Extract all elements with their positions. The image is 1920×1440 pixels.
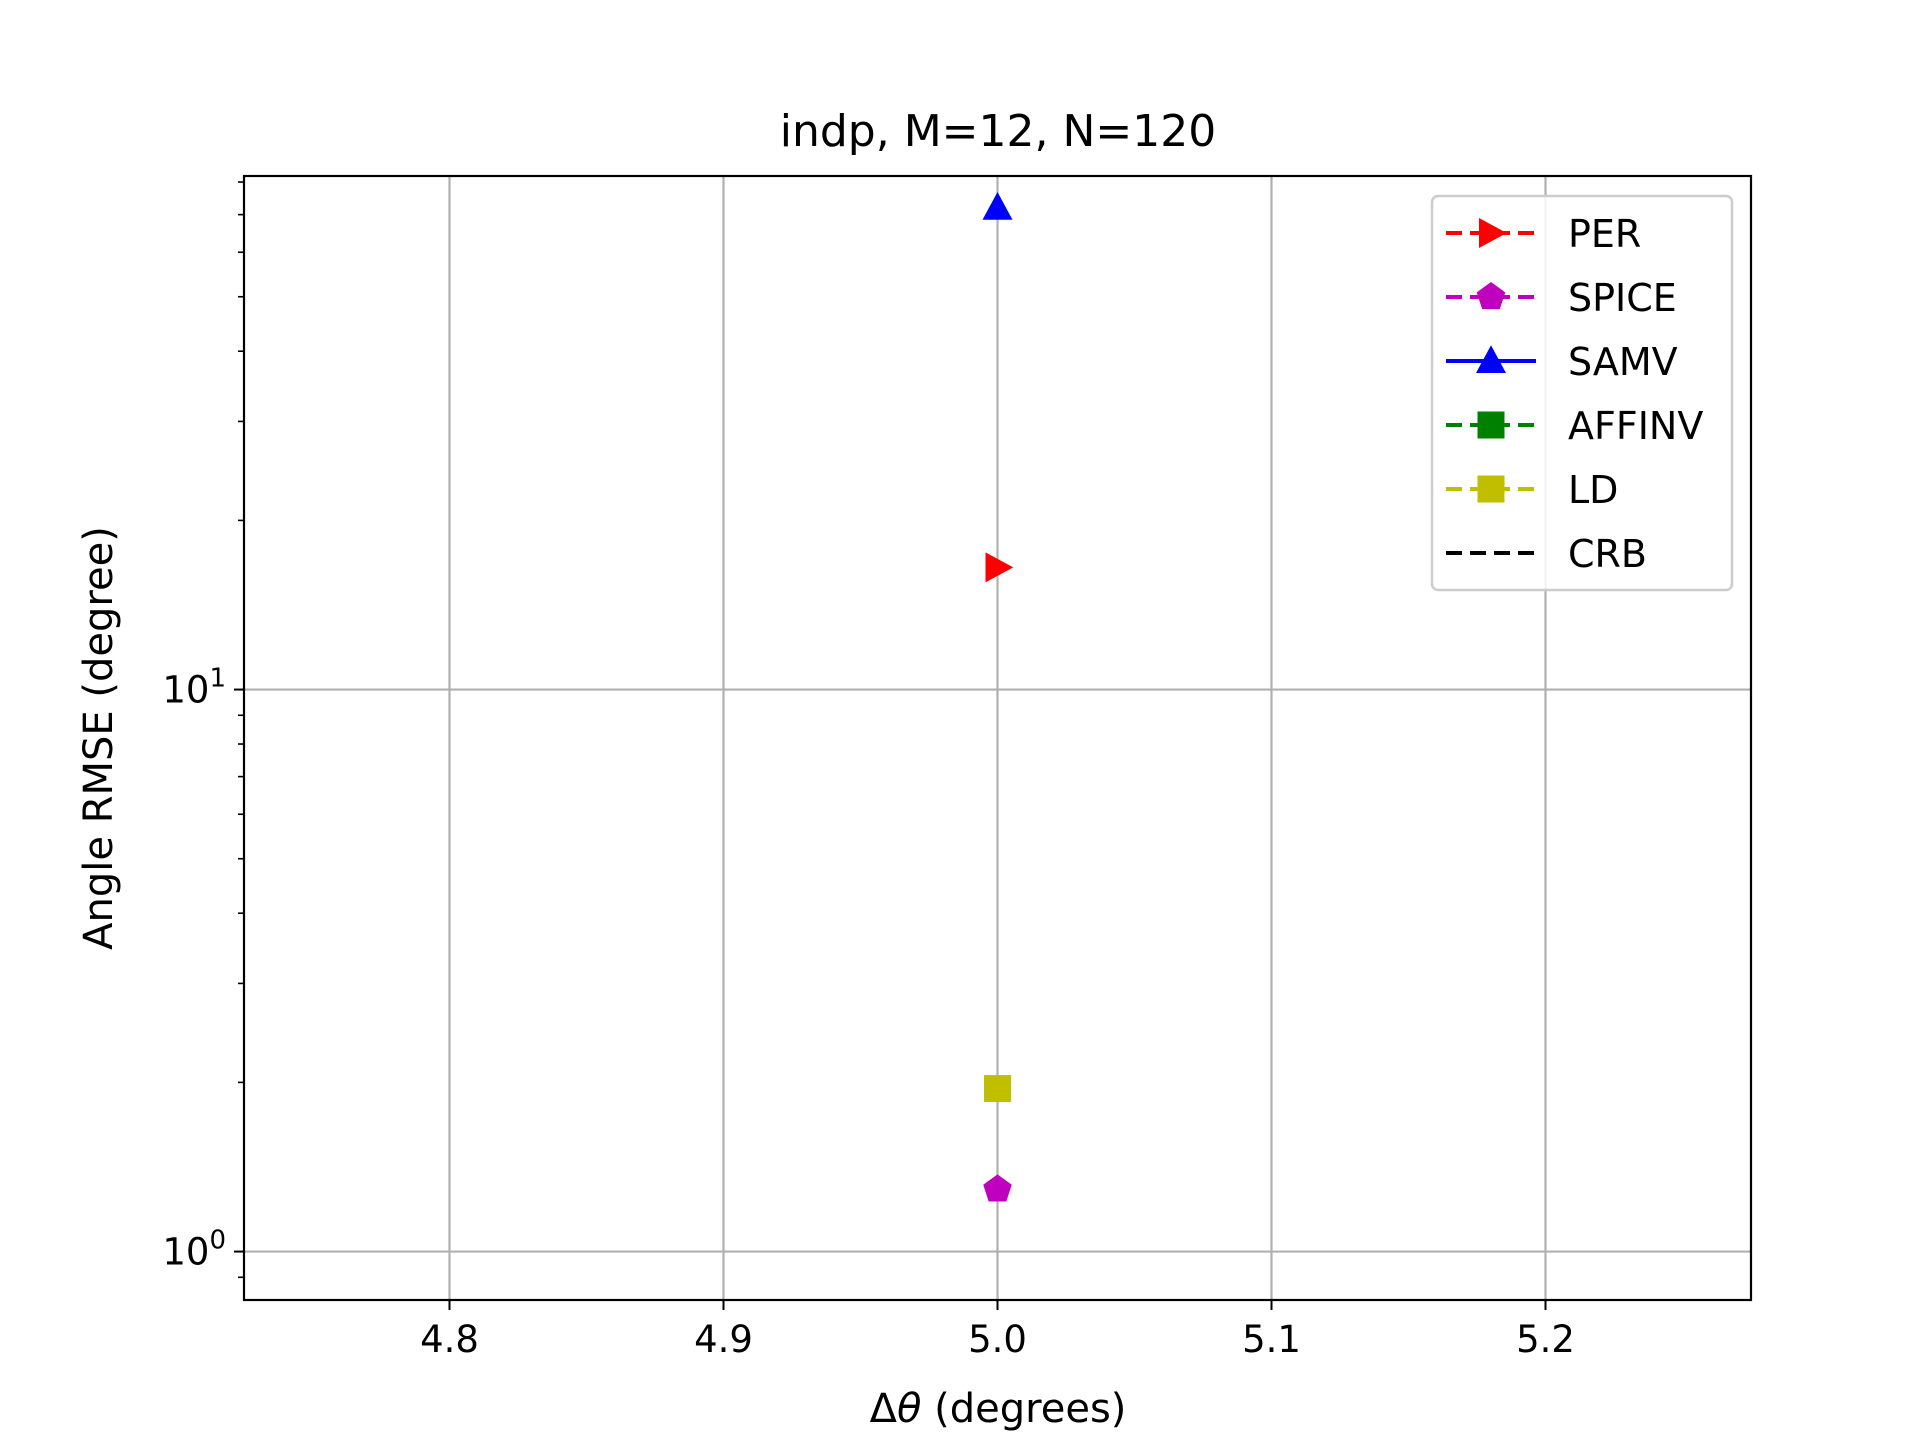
x-axis-label-prefix: Δ bbox=[870, 1386, 898, 1432]
data-point-ld bbox=[984, 1075, 1011, 1103]
x-tick-label: 4.9 bbox=[694, 1318, 753, 1361]
y-tick-label: 100 bbox=[162, 1226, 226, 1274]
x-tick-label: 5.0 bbox=[968, 1318, 1027, 1361]
legend-marker-samv bbox=[1476, 345, 1506, 373]
x-axis-label-symbol: θ bbox=[897, 1386, 921, 1432]
data-points bbox=[982, 191, 1014, 1202]
x-tick-label: 5.1 bbox=[1242, 1318, 1301, 1361]
legend-label-per: PER bbox=[1568, 212, 1641, 256]
data-point-spice bbox=[983, 1174, 1012, 1202]
y-tick-exponent: 1 bbox=[209, 664, 226, 694]
chart-title: indp, M=12, N=120 bbox=[780, 106, 1217, 157]
legend-marker-affinv bbox=[1477, 411, 1505, 439]
x-axis-label: Δθ (degrees) bbox=[870, 1386, 1127, 1432]
y-tick-exponent: 0 bbox=[209, 1226, 226, 1256]
legend-label-crb: CRB bbox=[1568, 532, 1647, 576]
data-point-samv bbox=[982, 191, 1013, 220]
y-tick-base: 10 bbox=[162, 669, 209, 712]
legend: PER SPICE SAMV AFFINV LD CRB bbox=[1430, 194, 1734, 592]
legend-label-ld: LD bbox=[1568, 468, 1618, 512]
legend-label-affinv: AFFINV bbox=[1568, 404, 1703, 448]
data-point-per bbox=[985, 552, 1014, 583]
legend-box bbox=[1430, 194, 1734, 592]
legend-marker-per bbox=[1479, 218, 1507, 248]
y-tick-base: 10 bbox=[162, 1231, 209, 1274]
y-tick-label: 101 bbox=[162, 664, 226, 712]
x-axis-label-suffix: (degrees) bbox=[921, 1386, 1126, 1432]
legend-marker-ld bbox=[1477, 475, 1505, 503]
legend-marker-spice bbox=[1476, 282, 1506, 310]
legend-label-spice: SPICE bbox=[1568, 276, 1677, 320]
x-tick-label: 5.2 bbox=[1516, 1318, 1575, 1361]
y-axis-label: Angle RMSE (degree) bbox=[76, 526, 122, 950]
grid-lines bbox=[244, 176, 1751, 1300]
legend-label-samv: SAMV bbox=[1568, 340, 1678, 384]
x-tick-label: 4.8 bbox=[420, 1318, 479, 1361]
